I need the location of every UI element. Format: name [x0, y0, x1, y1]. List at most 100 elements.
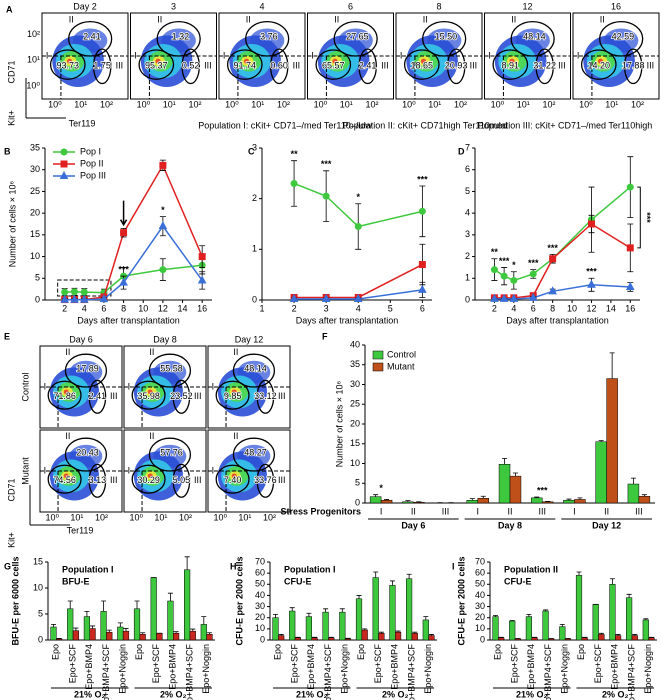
x-tick-label: 12 — [158, 303, 168, 313]
row-label: Mutant — [20, 457, 30, 485]
x-tick-label: 10 — [138, 303, 148, 313]
gate — [64, 353, 108, 388]
bar — [106, 631, 113, 641]
error-bar — [323, 608, 329, 613]
gate-label: I — [128, 465, 131, 475]
error-bar — [543, 609, 549, 612]
error-bar — [428, 634, 434, 636]
error-bar — [389, 580, 395, 586]
x-tick-label: 4 — [511, 303, 516, 313]
flow-tick: 10⁰ — [129, 512, 143, 522]
error-bar — [412, 631, 418, 634]
bar — [355, 598, 363, 641]
y-tick-label: 10 — [33, 582, 43, 592]
bar — [72, 630, 79, 641]
marker — [60, 294, 69, 303]
flow-axis-label: Ter119 — [67, 525, 94, 535]
flow-density — [63, 389, 69, 395]
error-bar — [577, 497, 583, 500]
gate-value: 71.86 — [53, 391, 76, 401]
marker — [80, 288, 88, 296]
flow-density — [66, 58, 73, 64]
population-note: Population II: cKit+ CD71high Ter110med — [343, 120, 508, 130]
x-tick-label: Epo+Noggin — [340, 644, 350, 694]
y-tick-label: 25 — [350, 399, 360, 409]
x-tick-label: Epo+BMP4 — [84, 644, 94, 690]
gate — [599, 20, 644, 57]
bar — [548, 638, 555, 641]
error-bar — [90, 625, 96, 629]
flow-tick: 10⁰ — [225, 99, 239, 109]
x-tick-label: Epo+SCF — [593, 644, 603, 684]
marker — [289, 293, 299, 302]
y-tick-label: 50 — [255, 579, 265, 589]
x-tick-label: Epo+BMP4+SCF — [184, 644, 194, 700]
flow-tick: 10⁰ — [213, 512, 227, 522]
group-label: Day 6 — [401, 520, 425, 530]
gate-value: 14.20 — [588, 61, 611, 71]
error-bar — [526, 613, 532, 617]
gate-value: 15.50 — [435, 31, 458, 41]
gate-label: II — [65, 347, 70, 357]
bar — [509, 620, 516, 641]
gate-value: 3.13 — [89, 475, 107, 485]
bar — [311, 637, 318, 641]
gate-label: III — [647, 61, 655, 71]
error-bar — [469, 498, 475, 501]
bar — [498, 637, 505, 641]
day-label: Day 2 — [73, 1, 97, 11]
gate — [403, 49, 440, 80]
flow-tick: 10⁰ — [26, 80, 40, 90]
gate-label: II — [423, 14, 428, 24]
significance: * — [512, 260, 516, 270]
y-tick-label: 2 — [465, 251, 470, 261]
error-bar — [609, 352, 615, 379]
bar — [189, 630, 196, 641]
gate-value: 48.27 — [244, 447, 267, 457]
flow-density — [147, 473, 153, 479]
x-tick-label: Epo — [134, 644, 144, 660]
bar — [581, 637, 588, 641]
x-tick-label: Epo+SCF — [373, 644, 383, 684]
x-tick-label: 8 — [121, 303, 126, 313]
gate — [138, 49, 175, 80]
chart-title: Population II — [504, 564, 558, 574]
bar — [361, 629, 368, 641]
bar — [574, 499, 586, 504]
y-tick-label: 5 — [38, 608, 43, 618]
bar — [369, 496, 382, 504]
x-tick-label: I — [380, 506, 383, 516]
y-tick-label: 1 — [252, 244, 257, 254]
x-tick-label: Epo+SCF — [67, 644, 77, 684]
bar — [428, 635, 435, 641]
bar — [626, 597, 633, 641]
error-bar — [278, 634, 284, 636]
panel-letter: E — [4, 331, 10, 341]
flow-tick: 10² — [263, 512, 276, 522]
error-bar — [632, 634, 638, 636]
flow-tick: 10⁰ — [137, 99, 151, 109]
flow-density — [63, 473, 69, 479]
legend-label: Mutant — [387, 361, 415, 371]
gate — [245, 20, 290, 57]
gate-value: 95.37 — [145, 61, 168, 71]
bar — [406, 578, 413, 641]
marker — [197, 275, 207, 284]
x-axis-label: Days after transplantation — [506, 315, 609, 325]
y-tick-label: 0 — [252, 294, 257, 304]
gate-label: II — [149, 347, 154, 357]
flow-tick: 10² — [542, 99, 555, 109]
y-tick-label: 10 — [475, 623, 485, 633]
bar — [422, 619, 429, 641]
x-axis-label: Days after transplantation — [77, 315, 180, 325]
y-tick-label: 0 — [355, 497, 360, 507]
error-bar — [423, 616, 429, 620]
gate-label: I — [134, 50, 137, 60]
gate-value: 91.74 — [234, 61, 257, 71]
error-bar — [51, 624, 57, 627]
error-bar — [498, 636, 504, 638]
y-tick-label: 70 — [255, 556, 265, 566]
gate-value: 2.41 — [89, 391, 107, 401]
marker — [353, 293, 363, 302]
y-axis-label: CFU-E per 2000 cells — [456, 556, 466, 645]
